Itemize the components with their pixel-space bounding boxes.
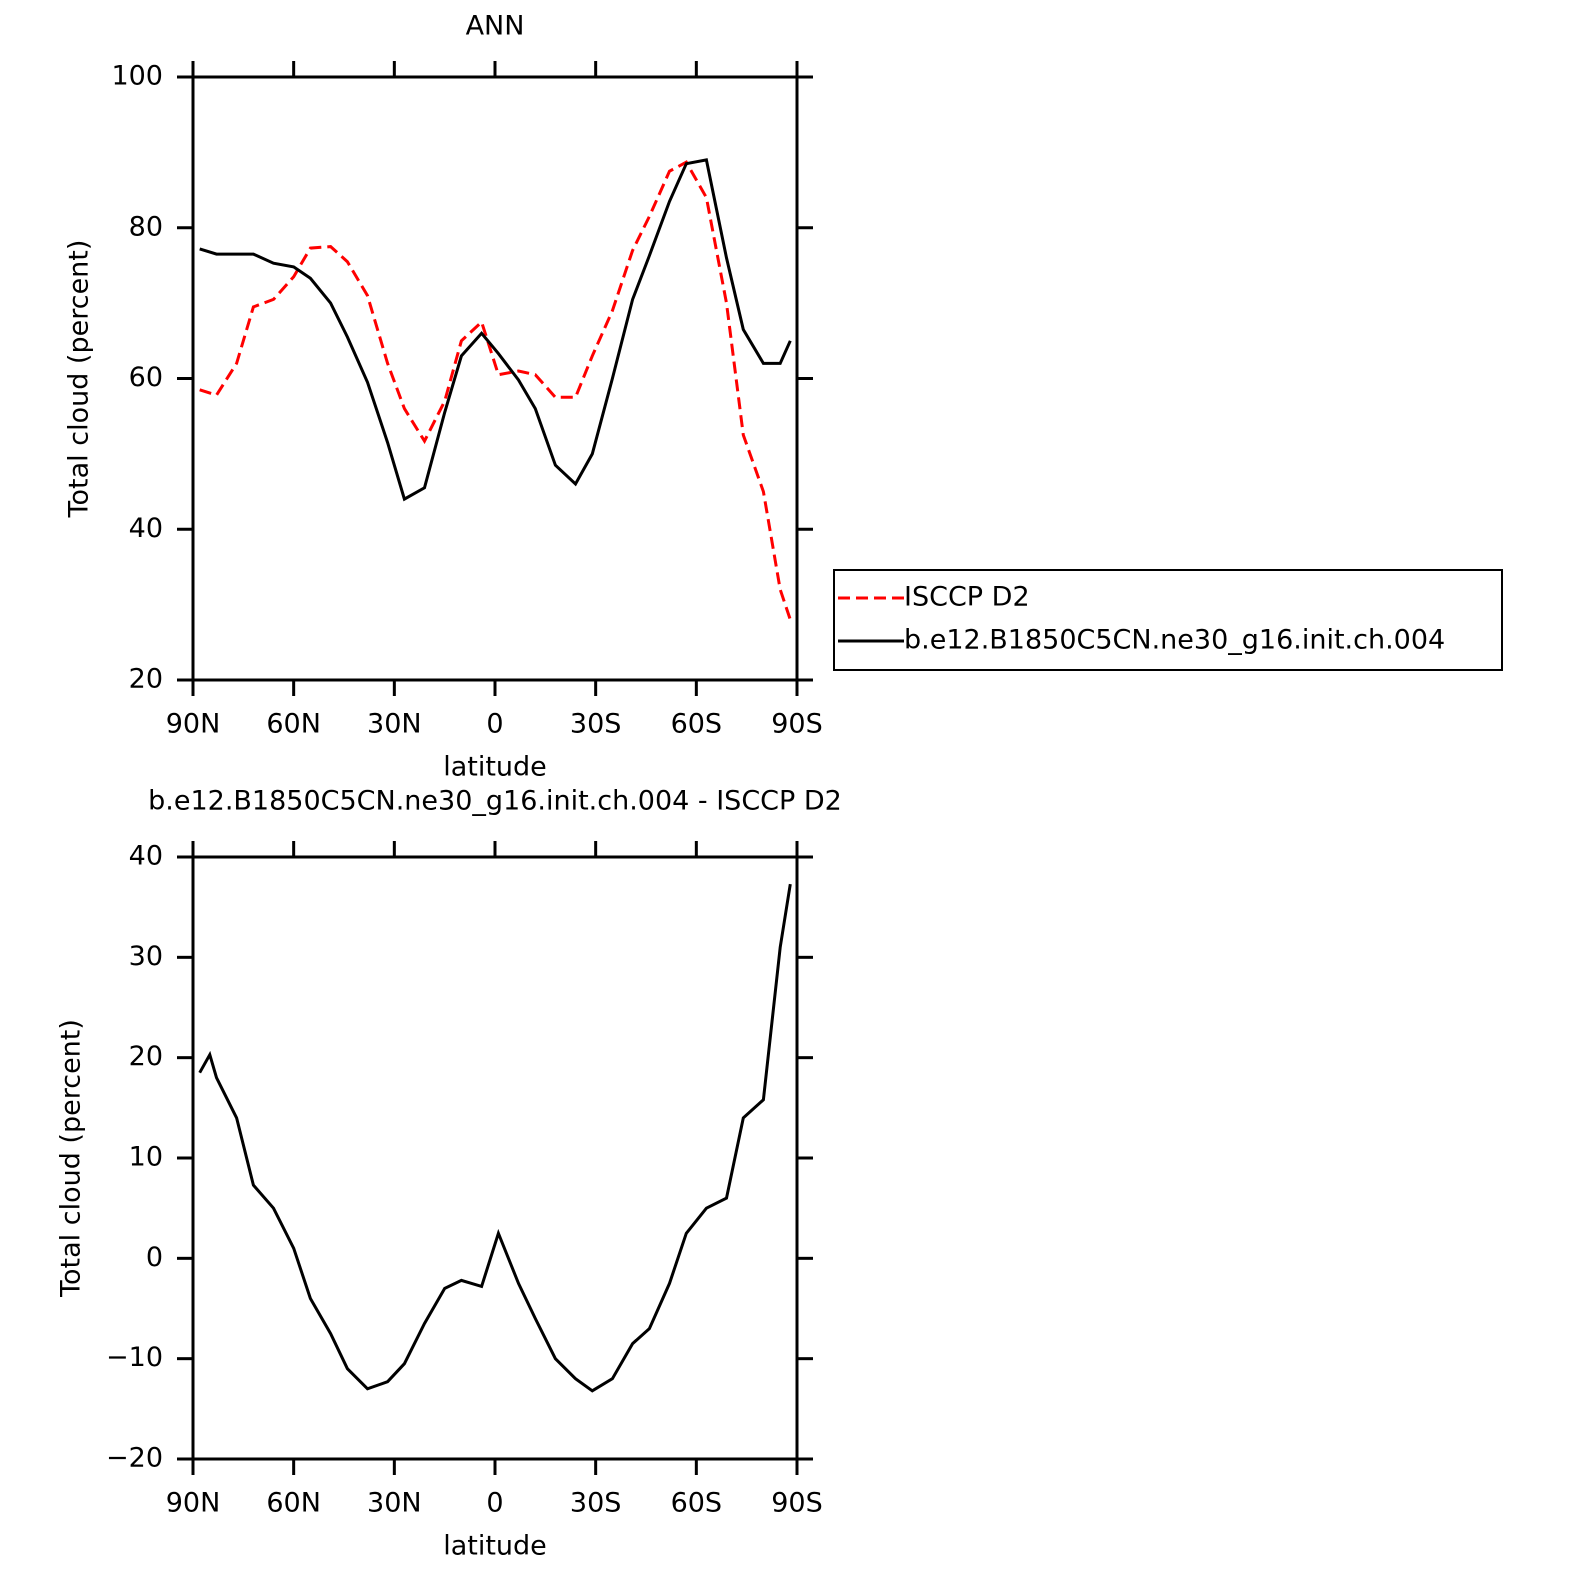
- x-axis-label: latitude: [443, 1531, 547, 1562]
- x-tick-label: 0: [486, 1488, 503, 1519]
- y-axis-label: Total cloud (percent): [56, 1019, 87, 1298]
- y-tick-label: 0: [146, 1242, 163, 1273]
- y-tick-label: 40: [129, 513, 163, 544]
- y-tick-label: 20: [129, 1041, 163, 1072]
- x-tick-label: 60S: [671, 1488, 723, 1519]
- y-tick-label: −20: [106, 1443, 163, 1474]
- y-tick-label: 20: [129, 664, 163, 695]
- x-tick-label: 0: [486, 709, 503, 740]
- x-tick-label: 60S: [671, 709, 723, 740]
- y-tick-label: 60: [129, 362, 163, 393]
- plot-frame: [191, 75, 799, 682]
- legend-box: [833, 569, 1503, 671]
- x-tick-label: 60N: [266, 709, 321, 740]
- data-line: [198, 883, 792, 1393]
- y-tick-label: 80: [129, 211, 163, 242]
- y-tick-label: 30: [129, 941, 163, 972]
- x-tick-label: 60N: [266, 1488, 321, 1519]
- y-tick-label: 100: [111, 61, 163, 92]
- x-tick-label: 30N: [367, 709, 422, 740]
- legend-label: b.e12.B1850C5CN.ne30_g16.init.ch.004: [904, 625, 1445, 656]
- y-axis-label: Total cloud (percent): [64, 240, 95, 519]
- x-tick-label: 90N: [166, 709, 221, 740]
- x-axis-label: latitude: [443, 752, 547, 783]
- y-tick-label: 10: [129, 1142, 163, 1173]
- legend-label: ISCCP D2: [904, 582, 1030, 613]
- x-tick-label: 30S: [570, 709, 622, 740]
- y-tick-label: 40: [129, 841, 163, 872]
- y-tick-label: −10: [106, 1342, 163, 1373]
- x-tick-label: 90N: [166, 1488, 221, 1519]
- x-tick-label: 30N: [367, 1488, 422, 1519]
- chart-title: b.e12.B1850C5CN.ne30_g16.init.ch.004 - I…: [148, 786, 842, 817]
- plot-frame: [191, 855, 799, 1461]
- data-line: [199, 160, 792, 621]
- chart-title: ANN: [466, 11, 525, 42]
- data-line: [199, 158, 792, 502]
- x-tick-label: 90S: [771, 709, 823, 740]
- x-tick-label: 30S: [570, 1488, 622, 1519]
- x-tick-label: 90S: [771, 1488, 823, 1519]
